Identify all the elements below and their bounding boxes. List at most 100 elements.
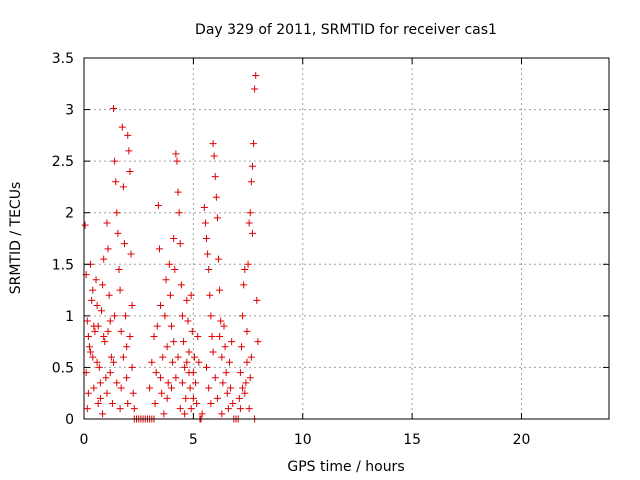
x-tick-label: 5 bbox=[189, 432, 198, 448]
data-point bbox=[88, 296, 96, 304]
data-point bbox=[209, 348, 217, 356]
data-point bbox=[254, 338, 262, 346]
data-point bbox=[185, 369, 193, 377]
data-point bbox=[188, 327, 196, 335]
data-point bbox=[253, 296, 261, 304]
data-point bbox=[84, 332, 92, 340]
data-point bbox=[245, 405, 253, 413]
data-point bbox=[90, 384, 98, 392]
data-point bbox=[99, 281, 107, 289]
data-point bbox=[95, 363, 103, 371]
data-point bbox=[104, 327, 112, 335]
data-point bbox=[84, 389, 92, 397]
data-point bbox=[241, 389, 249, 397]
data-point bbox=[173, 157, 181, 165]
data-point bbox=[96, 394, 104, 402]
y-axis-label: SRMTID / TECUs bbox=[8, 182, 24, 295]
data-point bbox=[120, 240, 128, 248]
data-point bbox=[117, 384, 125, 392]
data-point bbox=[110, 358, 118, 366]
data-point bbox=[235, 394, 243, 402]
data-point bbox=[221, 343, 229, 351]
data-point bbox=[184, 317, 192, 325]
data-point bbox=[93, 358, 101, 366]
data-point bbox=[116, 405, 124, 413]
data-point bbox=[166, 291, 174, 299]
data-point bbox=[122, 312, 130, 320]
data-point bbox=[246, 374, 254, 382]
data-point bbox=[115, 265, 123, 273]
data-point bbox=[244, 260, 252, 268]
data-point bbox=[101, 338, 109, 346]
data-point bbox=[178, 379, 186, 387]
data-point bbox=[205, 265, 213, 273]
data-point bbox=[240, 281, 248, 289]
data-point bbox=[155, 245, 163, 253]
data-point bbox=[103, 219, 111, 227]
data-point bbox=[111, 312, 119, 320]
data-point bbox=[118, 123, 126, 131]
data-point bbox=[174, 353, 182, 361]
data-point bbox=[181, 363, 189, 371]
data-point bbox=[168, 384, 175, 392]
data-point bbox=[190, 353, 198, 361]
data-point bbox=[100, 332, 108, 340]
data-point bbox=[217, 317, 225, 325]
data-point bbox=[225, 358, 233, 366]
data-point bbox=[157, 302, 165, 310]
data-point bbox=[148, 358, 156, 366]
data-point bbox=[204, 250, 212, 258]
data-point bbox=[206, 291, 214, 299]
data-point bbox=[178, 312, 186, 320]
x-tick-label: 20 bbox=[513, 432, 531, 448]
y-tick-label: 2 bbox=[65, 206, 74, 222]
data-point bbox=[110, 105, 118, 113]
data-point bbox=[153, 322, 161, 330]
y-tick-label: 2.5 bbox=[52, 154, 74, 170]
data-point bbox=[185, 348, 193, 356]
y-tick-label: 1 bbox=[65, 309, 74, 325]
data-point bbox=[250, 140, 258, 148]
data-point bbox=[94, 400, 102, 408]
grid-lines bbox=[84, 58, 609, 419]
data-point bbox=[205, 384, 213, 392]
data-point bbox=[100, 255, 108, 263]
data-point bbox=[161, 312, 169, 320]
data-point bbox=[220, 322, 228, 330]
data-point bbox=[125, 147, 133, 155]
data-point bbox=[200, 204, 208, 212]
data-point bbox=[116, 286, 124, 294]
data-point bbox=[228, 338, 236, 346]
data-point bbox=[129, 389, 137, 397]
data-point bbox=[123, 374, 131, 382]
data-point bbox=[160, 410, 168, 418]
data-point bbox=[108, 400, 116, 408]
data-point bbox=[177, 281, 185, 289]
data-point bbox=[245, 219, 253, 227]
data-point bbox=[203, 363, 210, 371]
data-point bbox=[126, 167, 134, 175]
data-point bbox=[243, 358, 251, 366]
x-axis-label: GPS time / hours bbox=[287, 459, 404, 475]
data-point bbox=[216, 332, 224, 340]
data-point bbox=[123, 343, 131, 351]
data-point bbox=[215, 255, 223, 263]
data-point bbox=[114, 229, 122, 237]
data-point bbox=[201, 219, 209, 227]
data-point bbox=[180, 338, 188, 346]
data-point bbox=[176, 405, 184, 413]
data-point bbox=[219, 379, 227, 387]
data-point bbox=[111, 157, 119, 165]
data-point bbox=[175, 209, 183, 217]
data-point bbox=[170, 235, 178, 242]
data-point bbox=[104, 245, 112, 253]
data-point bbox=[98, 307, 105, 315]
data-point bbox=[112, 178, 120, 186]
y-tick-label: 1.5 bbox=[52, 257, 74, 273]
data-point bbox=[119, 183, 127, 191]
y-tick-label: 0 bbox=[65, 412, 74, 428]
data-point bbox=[150, 332, 158, 340]
data-point bbox=[102, 374, 110, 382]
data-point bbox=[198, 410, 206, 418]
data-point bbox=[113, 209, 121, 217]
